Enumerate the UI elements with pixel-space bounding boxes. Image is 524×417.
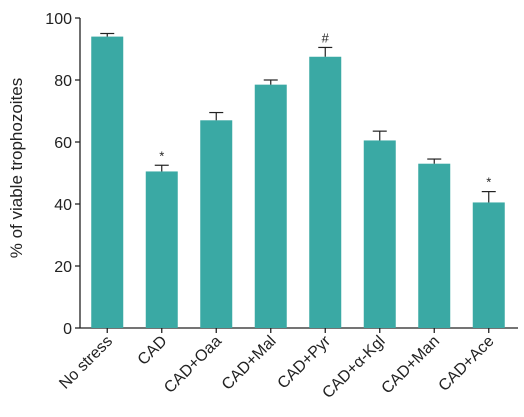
y-tick-label-60: 60 xyxy=(54,135,72,152)
bar-4 xyxy=(309,56,342,328)
significance-mark-4: # xyxy=(322,30,330,45)
bar-6 xyxy=(418,163,451,328)
bar-7 xyxy=(472,202,505,328)
bar-5 xyxy=(363,140,396,328)
category-label-1: CAD xyxy=(135,333,171,369)
bar-2 xyxy=(200,120,233,328)
bar-3 xyxy=(254,84,287,329)
y-tick-label-40: 40 xyxy=(54,197,72,214)
category-label-0: No stress xyxy=(56,333,116,393)
significance-mark-7: * xyxy=(486,175,491,190)
significance-mark-1: * xyxy=(159,148,164,163)
category-label-6: CAD+Man xyxy=(379,333,444,398)
y-tick-label-20: 20 xyxy=(54,259,72,276)
category-label-3: CAD+Mal xyxy=(219,333,280,394)
bar-1 xyxy=(145,171,178,328)
category-label-7: CAD+Ace xyxy=(436,333,498,395)
y-tick-label-80: 80 xyxy=(54,73,72,90)
y-axis-title: % of viable trophozoites xyxy=(7,78,26,259)
y-tick-label-0: 0 xyxy=(63,321,72,338)
bar-0 xyxy=(91,36,124,328)
category-label-2: CAD+Oaa xyxy=(161,333,225,397)
y-tick-label-100: 100 xyxy=(45,11,72,28)
